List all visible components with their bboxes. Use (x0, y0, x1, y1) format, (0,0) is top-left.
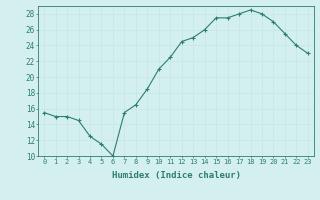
X-axis label: Humidex (Indice chaleur): Humidex (Indice chaleur) (111, 171, 241, 180)
